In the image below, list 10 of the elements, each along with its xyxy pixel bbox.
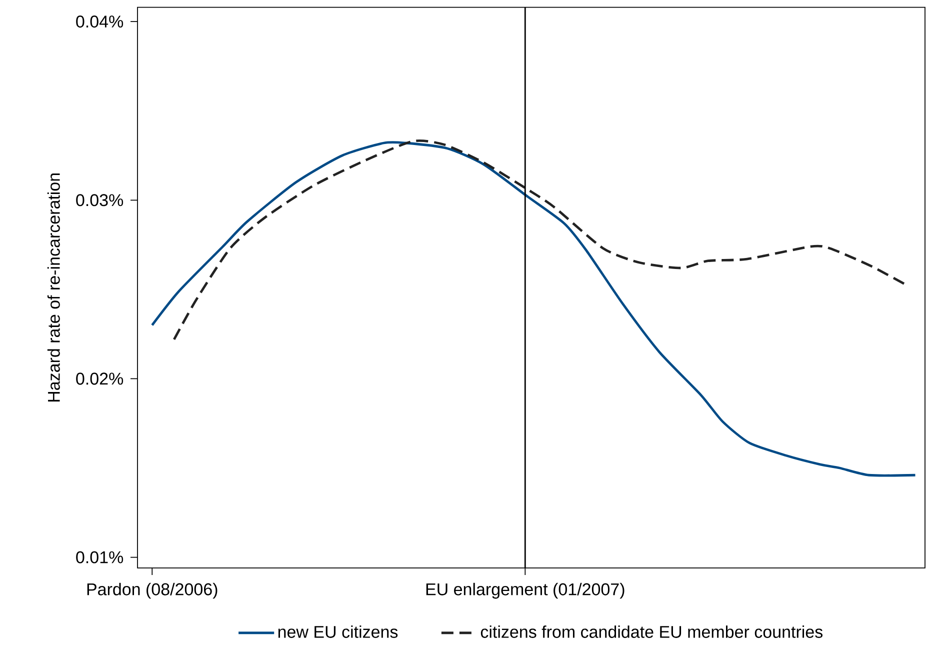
- x-tick-label: EU enlargement (01/2007): [426, 582, 624, 599]
- y-tick-label: 0.01%: [76, 551, 124, 564]
- y-axis-title: Hazard rate of re-incarceration: [47, 174, 60, 402]
- x-tick-label: Pardon (08/2006): [87, 582, 218, 599]
- y-tick-label: 0.04%: [76, 16, 124, 28]
- legend-label: new EU citizens: [278, 625, 398, 638]
- y-tick-label: 0.03%: [76, 194, 124, 206]
- y-tick-label: 0.02%: [76, 372, 124, 385]
- legend-label: citizens from candidate EU member countries: [480, 625, 823, 638]
- line-series: [150, 141, 916, 477]
